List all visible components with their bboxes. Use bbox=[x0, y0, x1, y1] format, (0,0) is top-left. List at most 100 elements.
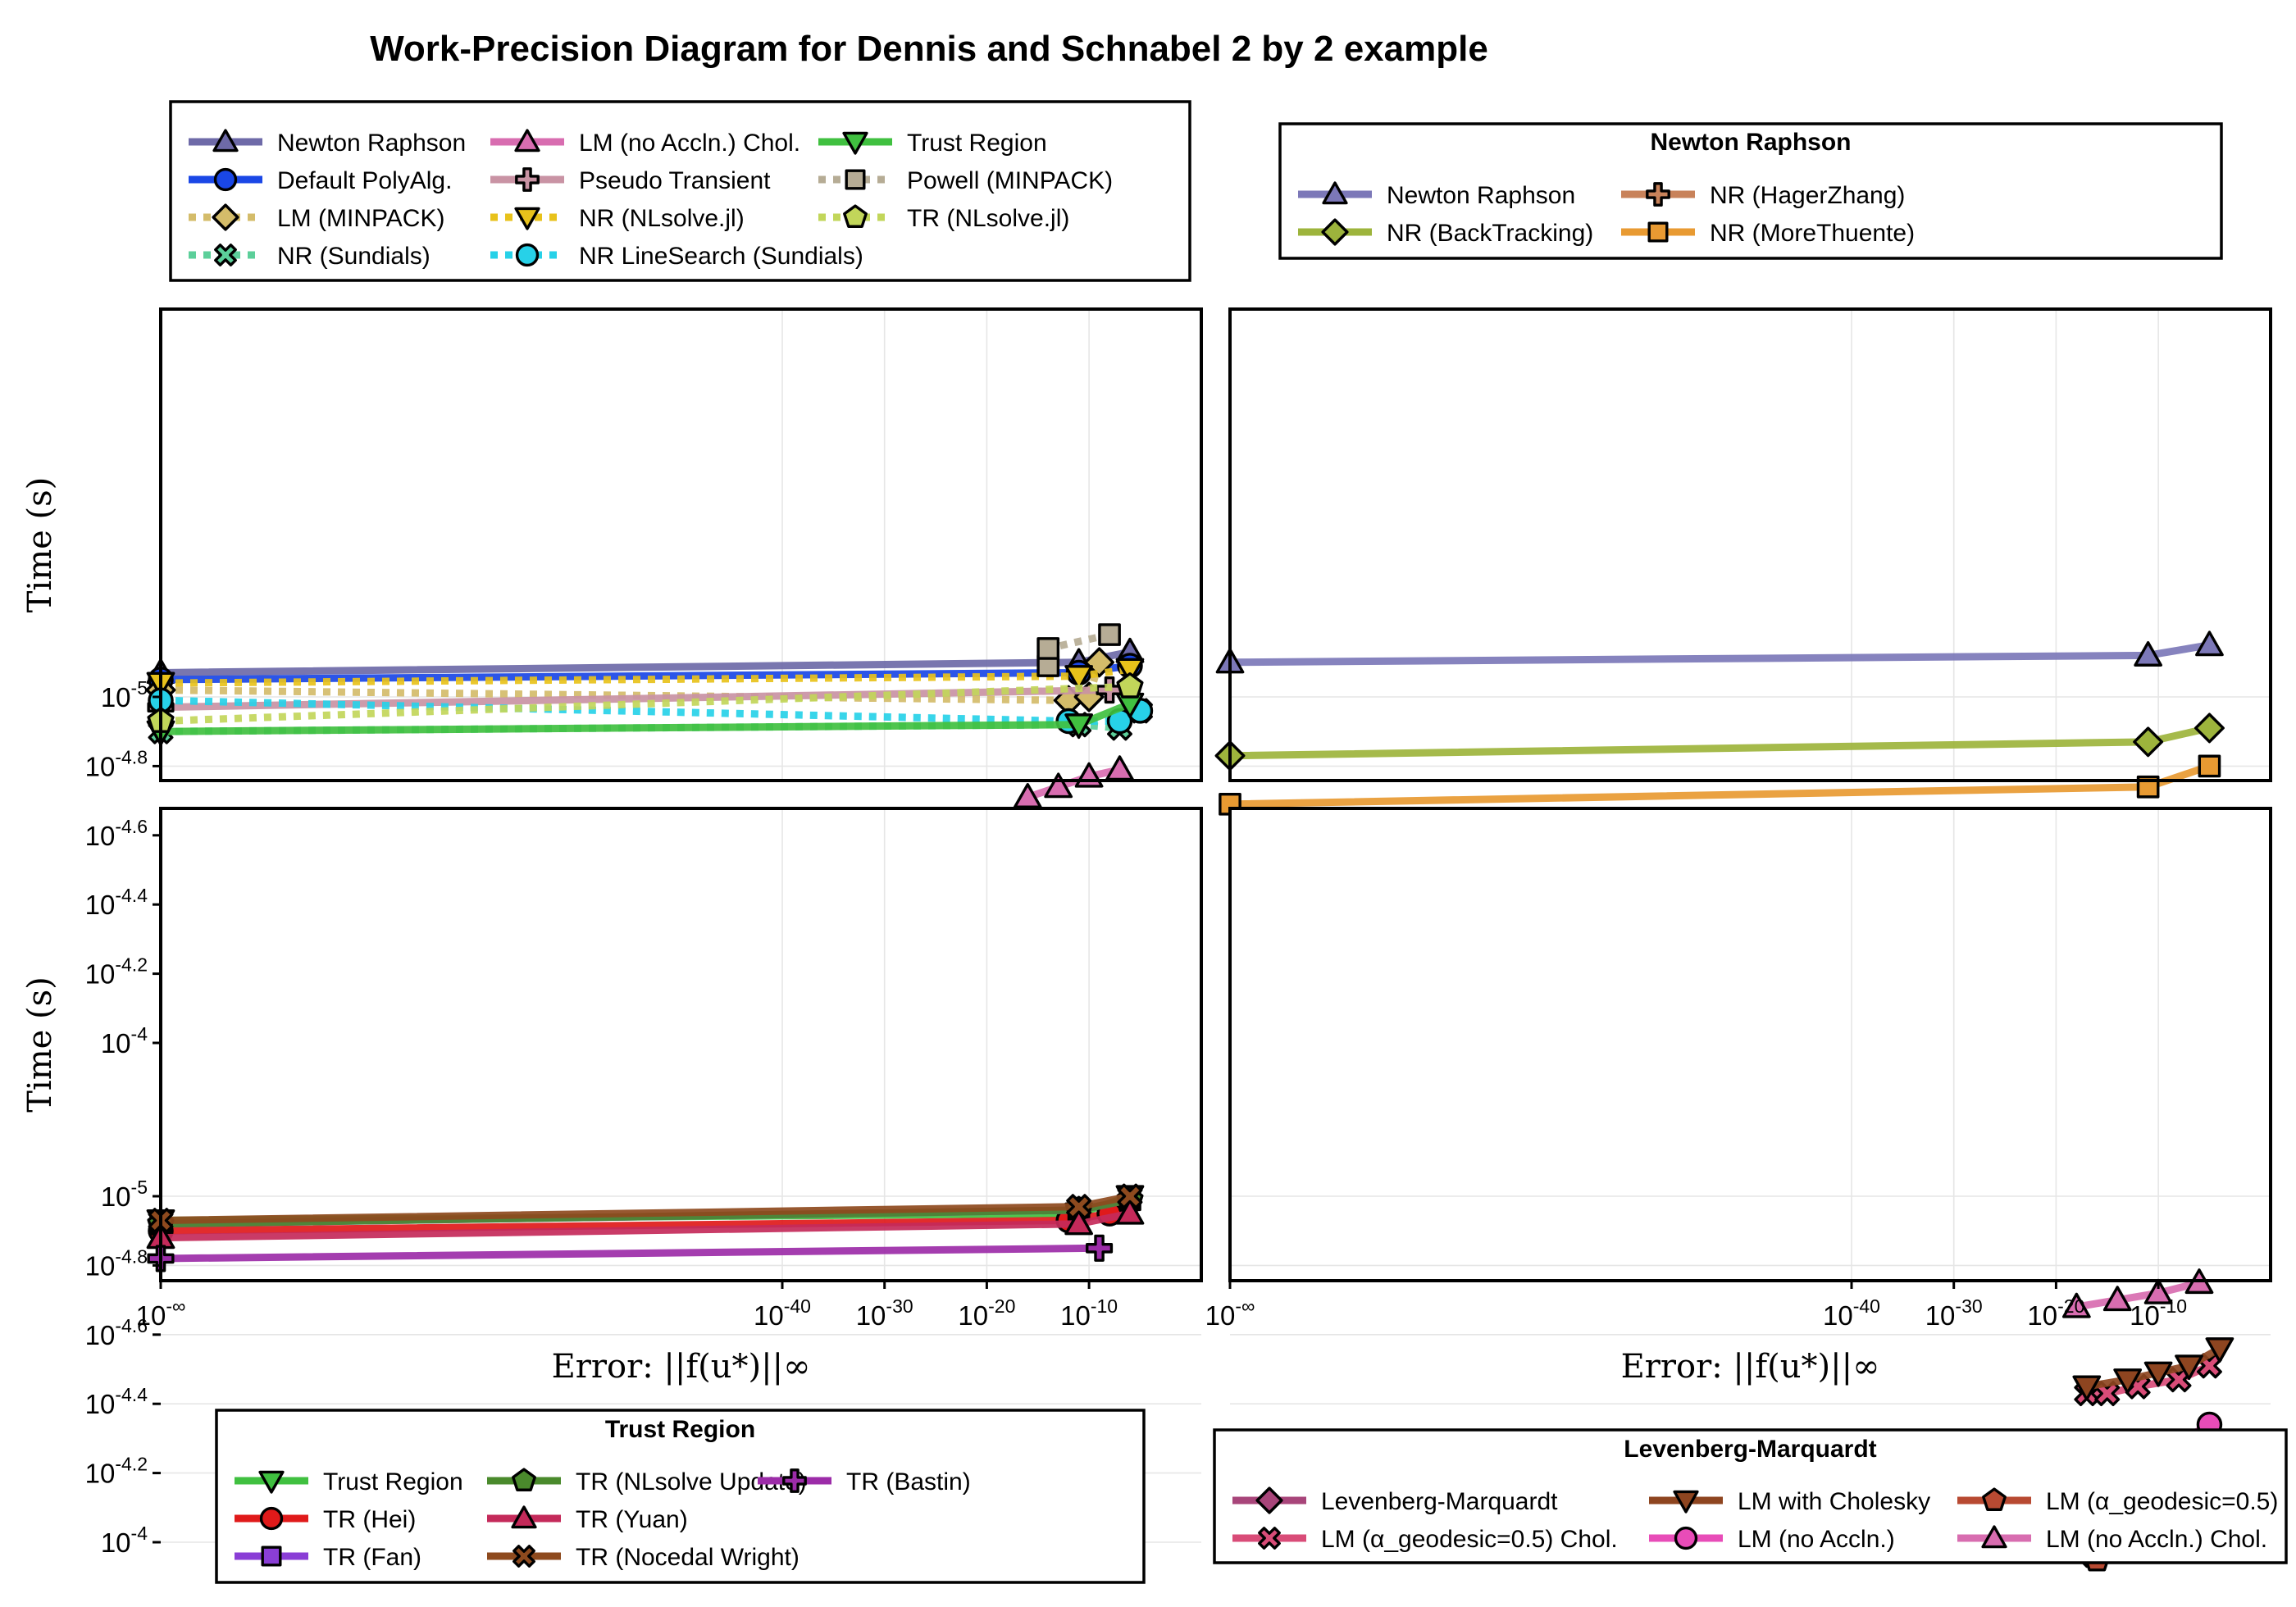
legend-entry: NR (NLsolve.jl) bbox=[490, 205, 745, 232]
legend-marker bbox=[845, 169, 866, 190]
series-lm-no-accln-chol bbox=[2061, 1268, 2214, 1318]
data-point bbox=[1044, 772, 1073, 799]
legend-entry: TR (Bastin) bbox=[758, 1468, 971, 1495]
legend-marker bbox=[213, 167, 238, 192]
legend-marker bbox=[515, 167, 540, 192]
legend-marker bbox=[1647, 221, 1669, 243]
series-group bbox=[145, 623, 1154, 808]
legend-label: Levenberg-Marquardt bbox=[1321, 1488, 1558, 1515]
legend-entry: LM (no Accln.) bbox=[1649, 1526, 1895, 1553]
legend-marker bbox=[1322, 181, 1348, 205]
legend-marker bbox=[512, 1468, 536, 1491]
plot-frame bbox=[159, 807, 1203, 1282]
plot-frame bbox=[1228, 807, 2272, 1282]
panel-top-right bbox=[1214, 307, 2272, 1044]
legend-entry: Newton Raphson bbox=[1298, 181, 1575, 209]
y-tick-label: 10-4.6 bbox=[85, 1315, 148, 1350]
legend-label: LM (no Accln.) bbox=[1738, 1526, 1895, 1553]
data-point bbox=[2195, 631, 2224, 657]
legend-label: LM (α_geodesic=0.5) bbox=[2046, 1488, 2278, 1515]
legend-label: TR (Yuan) bbox=[576, 1506, 688, 1533]
legend-marker bbox=[1646, 182, 1670, 207]
series-line bbox=[157, 686, 1114, 712]
y-tick-label: 10-5 bbox=[101, 1177, 148, 1212]
x-tick-label: 10-30 bbox=[1925, 1295, 1983, 1331]
legend-label: LM (no Accln.) Chol. bbox=[2046, 1526, 2267, 1553]
x-tick-label: 10-∞ bbox=[136, 1295, 186, 1331]
x-tick-labels: 10-∞ 10-40 10-30 10-20 10-10 bbox=[1205, 1281, 2187, 1331]
data-point bbox=[2113, 1368, 2143, 1395]
legend-marker bbox=[214, 244, 237, 266]
y-tick-label: 10-4.6 bbox=[85, 816, 148, 851]
y-tick-label: 10-4 bbox=[101, 1023, 148, 1058]
data-point bbox=[2143, 1361, 2173, 1387]
x-axis-label: Error: ||f(u*)||∞ bbox=[1621, 1348, 1880, 1386]
legend-entry: TR (NLsolve.jl) bbox=[818, 204, 1069, 232]
data-point bbox=[1064, 1209, 1093, 1236]
y-axis-label: Time (s) bbox=[21, 477, 59, 613]
data-point bbox=[1115, 658, 1145, 684]
legend-entry: LM (α_geodesic=0.5) bbox=[1957, 1487, 2278, 1515]
legend-marker bbox=[1673, 1490, 1699, 1514]
data-point bbox=[1115, 1199, 1145, 1225]
legend-label: TR (Bastin) bbox=[846, 1468, 971, 1495]
legend-label: NR (BackTracking) bbox=[1387, 220, 1593, 247]
legend-entry: Trust Region bbox=[235, 1468, 463, 1495]
legend-marker bbox=[782, 1468, 807, 1493]
legend-label: LM with Cholesky bbox=[1738, 1488, 1930, 1515]
legend-marker bbox=[514, 207, 540, 230]
legend-marker bbox=[261, 1546, 282, 1567]
chart-title: Work-Precision Diagram for Dennis and Sc… bbox=[370, 29, 1488, 69]
legend-marker bbox=[212, 129, 239, 153]
legend-entry: TR (Fan) bbox=[235, 1544, 421, 1571]
data-point bbox=[2133, 726, 2164, 758]
legend-bottom-left: Trust Region Trust Region TR (Hei) TR (Fan)… bbox=[215, 1409, 1146, 1584]
legend-label: NR LineSearch (Sundials) bbox=[579, 243, 863, 270]
legend-marker bbox=[1255, 1486, 1283, 1514]
data-point bbox=[2175, 1354, 2203, 1381]
data-point bbox=[1098, 623, 1121, 646]
series-lm-with-cholesky bbox=[2072, 1337, 2234, 1401]
x-tick-label: 10-20 bbox=[958, 1295, 1015, 1331]
legend-title: Trust Region bbox=[605, 1416, 755, 1443]
legend-entry: LM with Cholesky bbox=[1649, 1488, 1930, 1515]
data-point bbox=[2102, 1286, 2132, 1312]
y-tick-label: 10-4.8 bbox=[85, 1245, 148, 1281]
plot-area bbox=[1230, 808, 2271, 1281]
legend-entry: NR LineSearch (Sundials) bbox=[490, 243, 863, 270]
legend-label: Newton Raphson bbox=[277, 130, 466, 157]
legend-entry: NR (Sundials) bbox=[189, 243, 430, 270]
legend-entry: LM (no Accln.) Chol. bbox=[1957, 1525, 2267, 1553]
legend-marker bbox=[258, 1470, 285, 1494]
series-line bbox=[2072, 1279, 2203, 1311]
legend-entry: Powell (MINPACK) bbox=[818, 167, 1113, 194]
plot-frame bbox=[1228, 307, 2272, 782]
legend-box bbox=[1278, 122, 2223, 260]
legend-top-left: Newton Raphson Default PolyAlg. LM (MINPAC… bbox=[169, 100, 1191, 282]
panel-top-left: 10-5 10-4.8 10-4.6 10-4.4 10-4.2 10-4 Time (s) bbox=[21, 307, 1203, 1058]
legend-entry: Pseudo Transient bbox=[490, 167, 771, 194]
legend-box bbox=[169, 100, 1191, 282]
y-tick-label: 10-5 bbox=[101, 677, 148, 712]
legend-marker bbox=[515, 243, 540, 267]
x-tick-labels: 10-∞ 10-40 10-30 10-20 10-10 bbox=[136, 1281, 1118, 1331]
data-point bbox=[1064, 713, 1093, 740]
series-group bbox=[1214, 631, 2225, 867]
x-tick-label: 10-40 bbox=[754, 1295, 811, 1331]
legend-entry: TR (Nocedal Wright) bbox=[487, 1544, 800, 1571]
legend-label: LM (MINPACK) bbox=[277, 205, 444, 232]
x-tick-label: 10-30 bbox=[856, 1295, 913, 1331]
legend-label: LM (no Accln.) Chol. bbox=[579, 130, 800, 157]
legend-label: Newton Raphson bbox=[1387, 182, 1575, 209]
plot-frame bbox=[159, 307, 1203, 782]
x-axis-label: Error: ||f(u*)||∞ bbox=[552, 1348, 811, 1386]
legend-label: NR (Sundials) bbox=[277, 243, 430, 270]
y-tick-labels: 10-5 10-4.8 10-4.6 10-4.4 10-4.2 10-4 bbox=[85, 677, 161, 1058]
plot-area bbox=[1230, 309, 2271, 781]
series-nr-morethuente bbox=[1219, 754, 2221, 816]
legend-bottom-right: Levenberg-Marquardt Levenberg-Marquardt LM… bbox=[1213, 1428, 2288, 1564]
legend-label: TR (Fan) bbox=[323, 1544, 421, 1571]
x-tick-label: 10-10 bbox=[1060, 1295, 1118, 1331]
data-point bbox=[2194, 712, 2225, 744]
